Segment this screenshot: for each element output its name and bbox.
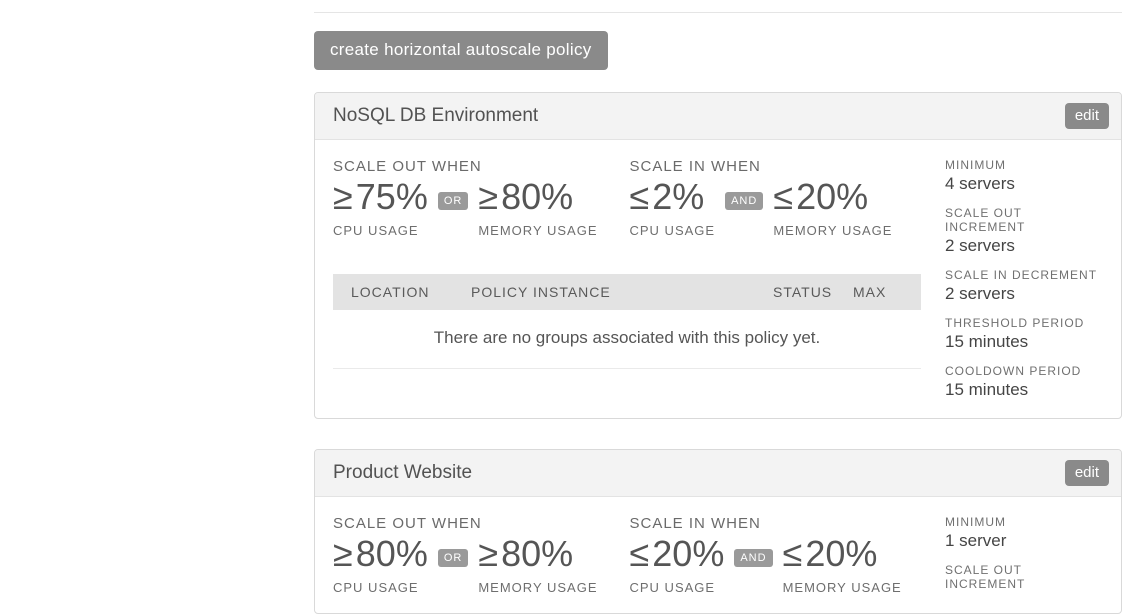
scale-in-mem-metric: ≤ 20% MEMORY USAGE: [773, 177, 892, 238]
policy-table-header: LOCATION POLICY INSTANCE STATUS MAX: [333, 274, 921, 310]
mem-value: 80%: [501, 176, 573, 217]
connector-or-pill: OR: [438, 549, 469, 567]
policy-panel: NoSQL DB Environment edit SCALE OUT WHEN…: [314, 92, 1122, 419]
scale-out-mem-metric: ≥ 80% MEMORY USAGE: [478, 534, 597, 595]
cpu-usage-label: CPU USAGE: [333, 580, 428, 595]
threshold-period-value: 15 minutes: [945, 332, 1105, 352]
cpu-operator: ≤: [630, 533, 650, 574]
scale-out-cpu-metric: ≥ 80% CPU USAGE: [333, 534, 428, 595]
scale-in-label: SCALE IN WHEN: [630, 158, 893, 175]
policy-panel-header: NoSQL DB Environment edit: [315, 93, 1121, 140]
scale-in-block: SCALE IN WHEN ≤ 2% CPU USAGE AND ≤ 20% M…: [630, 158, 893, 238]
col-instance: POLICY INSTANCE: [471, 284, 773, 300]
policy-title: NoSQL DB Environment: [333, 105, 538, 127]
edit-policy-button[interactable]: edit: [1065, 103, 1109, 129]
mem-value: 80%: [501, 533, 573, 574]
cpu-operator: ≥: [333, 533, 353, 574]
cooldown-period-label: COOLDOWN PERIOD: [945, 364, 1105, 378]
scale-in-cpu-metric: ≤ 2% CPU USAGE: [630, 177, 716, 238]
edit-policy-button[interactable]: edit: [1065, 460, 1109, 486]
scale-out-label: SCALE OUT WHEN: [333, 515, 598, 532]
section-divider: [314, 12, 1122, 13]
scale-out-increment-label: SCALE OUT INCREMENT: [945, 206, 1105, 234]
scale-out-mem-metric: ≥ 80% MEMORY USAGE: [478, 177, 597, 238]
scale-in-block: SCALE IN WHEN ≤ 20% CPU USAGE AND ≤ 20% …: [630, 515, 902, 595]
memory-usage-label: MEMORY USAGE: [478, 223, 597, 238]
policy-panel-body: SCALE OUT WHEN ≥ 80% CPU USAGE OR ≥ 80% …: [315, 497, 1121, 613]
policy-summary: MINIMUM 4 servers SCALE OUT INCREMENT 2 …: [939, 158, 1121, 400]
memory-usage-label: MEMORY USAGE: [478, 580, 597, 595]
cooldown-period-value: 15 minutes: [945, 380, 1105, 400]
policy-panel-header: Product Website edit: [315, 450, 1121, 497]
connector-and-pill: AND: [725, 192, 763, 210]
minimum-label: MINIMUM: [945, 158, 1105, 172]
mem-operator: ≤: [783, 533, 803, 574]
scale-in-cpu-metric: ≤ 20% CPU USAGE: [630, 534, 725, 595]
col-status: STATUS: [773, 284, 853, 300]
policy-table: LOCATION POLICY INSTANCE STATUS MAX Ther…: [333, 274, 921, 369]
policy-panel-body: SCALE OUT WHEN ≥ 75% CPU USAGE OR ≥ 80% …: [315, 140, 1121, 418]
cpu-operator: ≥: [333, 176, 353, 217]
mem-value: 20%: [805, 533, 877, 574]
cpu-operator: ≤: [630, 176, 650, 217]
cpu-usage-label: CPU USAGE: [630, 223, 716, 238]
scale-out-block: SCALE OUT WHEN ≥ 75% CPU USAGE OR ≥ 80% …: [333, 158, 598, 238]
col-max: MAX: [853, 284, 903, 300]
minimum-value: 1 server: [945, 531, 1105, 551]
memory-usage-label: MEMORY USAGE: [783, 580, 902, 595]
cpu-usage-label: CPU USAGE: [630, 580, 725, 595]
create-policy-button[interactable]: create horizontal autoscale policy: [314, 31, 608, 70]
minimum-value: 4 servers: [945, 174, 1105, 194]
cpu-value: 20%: [652, 533, 724, 574]
cpu-value: 2%: [652, 176, 704, 217]
policy-title: Product Website: [333, 462, 472, 484]
minimum-label: MINIMUM: [945, 515, 1105, 529]
cpu-value: 80%: [356, 533, 428, 574]
policy-panel: Product Website edit SCALE OUT WHEN ≥ 80…: [314, 449, 1122, 614]
threshold-period-label: THRESHOLD PERIOD: [945, 316, 1105, 330]
cpu-usage-label: CPU USAGE: [333, 223, 428, 238]
mem-operator: ≤: [773, 176, 793, 217]
cpu-value: 75%: [356, 176, 428, 217]
scale-out-cpu-metric: ≥ 75% CPU USAGE: [333, 177, 428, 238]
mem-operator: ≥: [478, 533, 498, 574]
connector-or-pill: OR: [438, 192, 469, 210]
mem-value: 20%: [796, 176, 868, 217]
policy-table-empty: There are no groups associated with this…: [333, 310, 921, 369]
scale-out-block: SCALE OUT WHEN ≥ 80% CPU USAGE OR ≥ 80% …: [333, 515, 598, 595]
scale-in-decrement-label: SCALE IN DECREMENT: [945, 268, 1105, 282]
scale-in-label: SCALE IN WHEN: [630, 515, 902, 532]
scale-out-increment-label: SCALE OUT INCREMENT: [945, 563, 1105, 591]
col-location: LOCATION: [351, 284, 471, 300]
scale-out-label: SCALE OUT WHEN: [333, 158, 598, 175]
mem-operator: ≥: [478, 176, 498, 217]
scale-out-increment-value: 2 servers: [945, 236, 1105, 256]
policy-summary: MINIMUM 1 server SCALE OUT INCREMENT: [939, 515, 1121, 595]
scale-in-decrement-value: 2 servers: [945, 284, 1105, 304]
scale-in-mem-metric: ≤ 20% MEMORY USAGE: [783, 534, 902, 595]
connector-and-pill: AND: [734, 549, 772, 567]
memory-usage-label: MEMORY USAGE: [773, 223, 892, 238]
